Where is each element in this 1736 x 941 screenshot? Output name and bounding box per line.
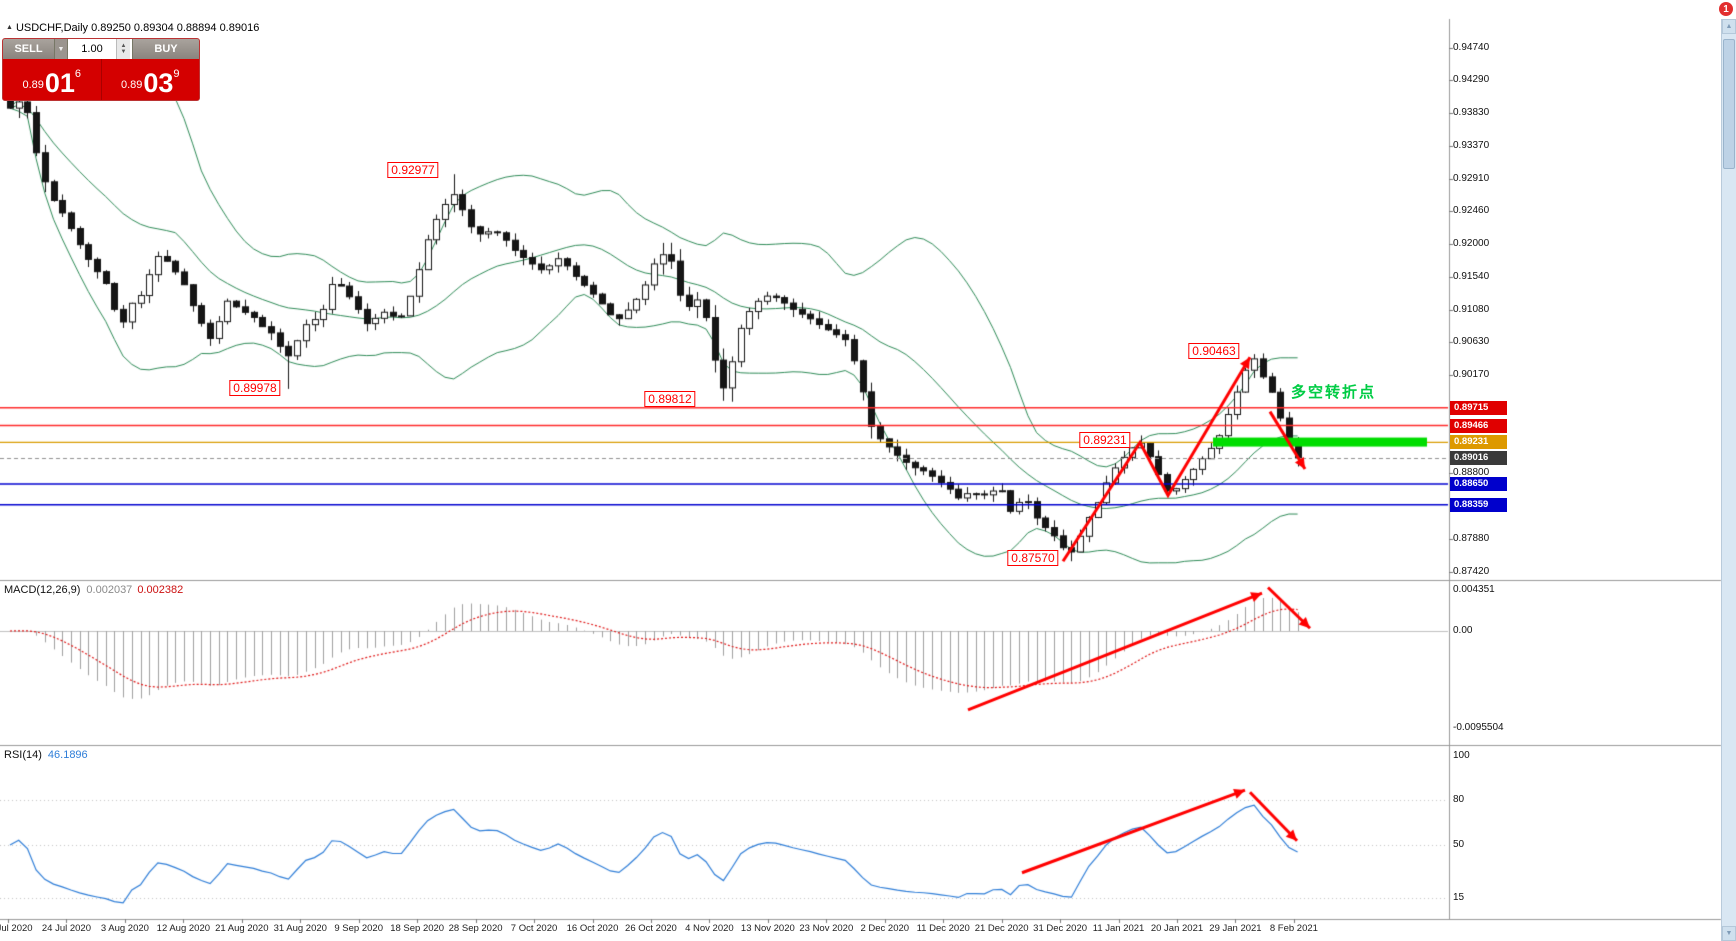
scrollbar-thumb[interactable] bbox=[1723, 39, 1735, 169]
macd-name: MACD(12,26,9) bbox=[4, 584, 81, 596]
price-callout[interactable]: 0.89812 bbox=[644, 391, 696, 408]
trade-options-caret[interactable]: ▼ bbox=[55, 39, 68, 59]
x-axis-date-label: 20 Jan 2021 bbox=[1150, 923, 1204, 934]
macd-axis-min: -0.0095504 bbox=[1453, 722, 1504, 733]
rsi-axis-level: 80 bbox=[1453, 793, 1465, 805]
sell-price-base: 0.89 bbox=[22, 79, 44, 91]
x-axis-date-label: 31 Aug 2020 bbox=[273, 923, 327, 934]
x-axis-date-label: 12 Aug 2020 bbox=[156, 923, 211, 934]
arrow-up-icon: ▲ bbox=[1725, 23, 1733, 30]
x-axis-date-label: 21 Aug 2020 bbox=[215, 923, 269, 934]
rsi-label: RSI(14) 46.1896 bbox=[4, 749, 88, 761]
macd-axis-zero: 0.00 bbox=[1453, 625, 1473, 636]
x-axis-date-label: 3 Aug 2020 bbox=[100, 923, 149, 934]
sell-price[interactable]: 0.89 01 6 bbox=[3, 59, 101, 100]
buy-price-base: 0.89 bbox=[120, 79, 143, 91]
y-axis-badge: 0.89231 bbox=[1450, 435, 1507, 450]
x-axis-date-label: 28 Sep 2020 bbox=[448, 923, 503, 934]
x-axis-date-label: 11 Jan 2021 bbox=[1092, 923, 1145, 934]
x-axis-date-label: 2 Dec 2020 bbox=[860, 923, 910, 934]
rsi-axis-level: 50 bbox=[1453, 839, 1465, 850]
y-axis-badge: 0.89466 bbox=[1450, 418, 1507, 433]
arrow-down-icon: ▼ bbox=[1725, 930, 1733, 937]
y-axis-badge: 0.89016 bbox=[1450, 450, 1507, 465]
rsi-axis-level: 100 bbox=[1453, 750, 1470, 761]
y-axis-tick: 0.94740 bbox=[1453, 42, 1490, 53]
x-axis-date-label: 23 Nov 2020 bbox=[799, 923, 854, 934]
price-callout[interactable]: 0.89231 bbox=[1079, 432, 1131, 449]
y-axis-badge: 0.88650 bbox=[1450, 476, 1507, 491]
spinner-down-icon: ▼ bbox=[120, 49, 127, 55]
one-click-collapse-icon[interactable]: ▲ bbox=[6, 24, 13, 31]
macd-value-signal: 0.002382 bbox=[137, 584, 184, 596]
x-axis-date-label: 8 Feb 2021 bbox=[1269, 923, 1318, 934]
scroll-up-button[interactable]: ▲ bbox=[1722, 19, 1736, 34]
y-axis-tick: 0.90170 bbox=[1453, 369, 1490, 381]
rsi-name: RSI(14) bbox=[4, 749, 42, 761]
sell-button[interactable]: SELL bbox=[3, 39, 55, 59]
symbol-info: ▲ USDCHF,Daily 0.89250 0.89304 0.88894 0.… bbox=[6, 22, 259, 34]
y-axis-tick: 0.91540 bbox=[1453, 271, 1490, 283]
x-axis-date-label: 13 Nov 2020 bbox=[740, 923, 795, 934]
vertical-scrollbar[interactable]: ▲ ▼ bbox=[1721, 19, 1736, 941]
x-axis-date-label: 26 Oct 2020 bbox=[625, 923, 677, 934]
sell-price-sup: 6 bbox=[74, 68, 82, 80]
macd-value-main: 0.002037 bbox=[86, 584, 133, 596]
y-axis-badge: 0.89715 bbox=[1450, 400, 1507, 415]
buy-price-sup: 9 bbox=[173, 68, 180, 80]
one-click-trading-widget: SELL ▼ ▲▼ BUY 0.89 01 6 0.89 03 9 bbox=[2, 38, 200, 101]
x-axis-date-label: 15 Jul 2020 bbox=[0, 923, 33, 934]
scroll-down-button[interactable]: ▼ bbox=[1722, 926, 1736, 941]
y-axis-tick: 0.92910 bbox=[1453, 173, 1490, 184]
price-callout[interactable]: 0.87570 bbox=[1007, 550, 1059, 567]
price-callout[interactable]: 0.90463 bbox=[1188, 342, 1240, 359]
volume-input[interactable] bbox=[68, 39, 116, 59]
y-axis-tick: 0.92460 bbox=[1453, 205, 1490, 217]
symbol-ohlc-text: USDCHF,Daily 0.89250 0.89304 0.88894 0.8… bbox=[15, 22, 260, 34]
x-axis-date-label: 9 Sep 2020 bbox=[334, 923, 383, 934]
spinner-up-icon: ▲ bbox=[120, 43, 127, 49]
y-axis-tick: 0.87880 bbox=[1453, 533, 1490, 545]
volume-spinner[interactable]: ▲ ▼ bbox=[116, 39, 130, 59]
turning-point-annotation[interactable]: 多空转折点 bbox=[1291, 384, 1377, 402]
x-axis-date-label: 18 Sep 2020 bbox=[390, 923, 445, 934]
price-callout[interactable]: 0.92977 bbox=[387, 162, 439, 179]
y-axis-tick: 0.90630 bbox=[1453, 336, 1490, 348]
buy-button[interactable]: BUY bbox=[132, 39, 199, 59]
x-axis-date-label: 7 Oct 2020 bbox=[510, 923, 558, 934]
y-axis-tick: 0.93370 bbox=[1453, 140, 1490, 152]
y-axis-tick: 0.94290 bbox=[1453, 74, 1490, 86]
x-axis-date-label: 11 Dec 2020 bbox=[916, 923, 970, 934]
y-axis-tick: 0.88800 bbox=[1453, 467, 1490, 479]
price-callout[interactable]: 0.89978 bbox=[229, 380, 281, 397]
x-axis-date-label: 21 Dec 2020 bbox=[974, 923, 1029, 934]
x-axis-date-label: 24 Jul 2020 bbox=[41, 923, 91, 934]
x-axis-date-label: 4 Nov 2020 bbox=[685, 923, 734, 934]
buy-price[interactable]: 0.89 03 9 bbox=[100, 59, 200, 100]
rsi-value: 46.1896 bbox=[47, 749, 88, 761]
x-axis-date-label: 16 Oct 2020 bbox=[566, 923, 619, 934]
caret-down-icon: ▼ bbox=[57, 45, 65, 53]
y-axis-badge: 0.88359 bbox=[1450, 497, 1507, 512]
y-axis-tick: 0.93830 bbox=[1453, 107, 1490, 119]
macd-axis-max: 0.004351 bbox=[1453, 584, 1495, 595]
buy-price-big: 03 bbox=[143, 68, 174, 99]
y-axis-tick: 0.87420 bbox=[1453, 566, 1490, 577]
x-axis-date-label: 31 Dec 2020 bbox=[1033, 923, 1088, 934]
notification-badge[interactable]: 1 bbox=[1719, 2, 1733, 16]
y-axis-tick: 0.91080 bbox=[1453, 304, 1490, 315]
sell-price-big: 01 bbox=[44, 68, 75, 99]
x-axis-date-label: 29 Jan 2021 bbox=[1209, 923, 1262, 934]
volume-box: ▲▼ bbox=[68, 39, 132, 59]
y-axis-tick: 0.92000 bbox=[1453, 238, 1490, 250]
rsi-axis-level: 15 bbox=[1453, 891, 1465, 903]
macd-label: MACD(12,26,9) 0.002037 0.002382 bbox=[4, 584, 183, 596]
